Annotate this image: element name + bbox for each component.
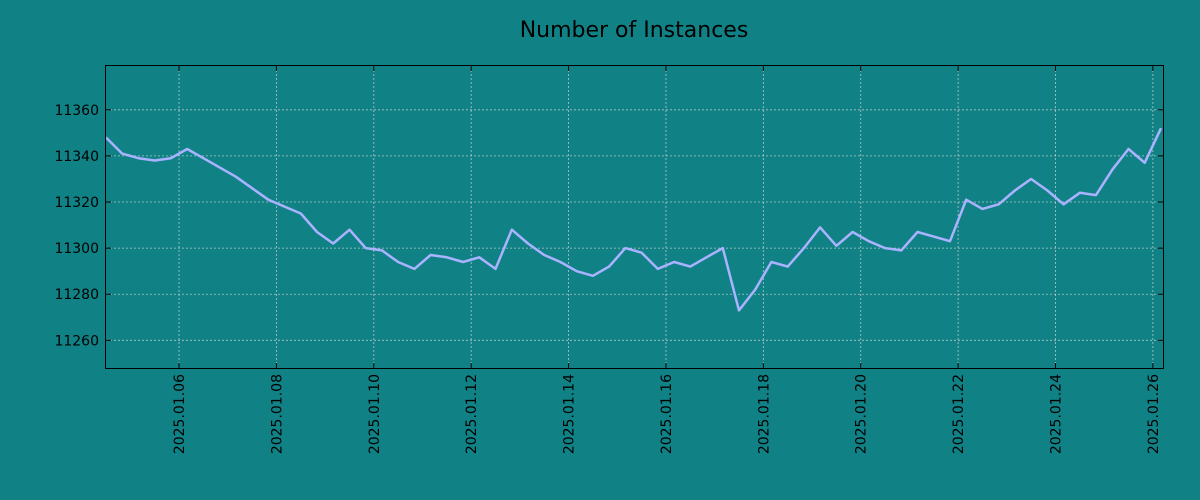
axis-ticks: 11260 11280 11300 11320 11340 11360 2025.01.06… <box>54 66 1163 454</box>
x-tick-label: 2025.01.10 <box>367 374 383 454</box>
y-tick-label: 11360 <box>54 103 99 119</box>
x-tick-label: 2025.01.16 <box>659 374 675 454</box>
x-tick-label: 2025.01.08 <box>269 374 285 454</box>
y-tick-label: 11300 <box>54 241 99 257</box>
y-tick-label: 11280 <box>54 287 99 303</box>
chart-title: Number of Instances <box>520 18 749 43</box>
x-tick-label: 2025.01.18 <box>756 374 772 454</box>
y-tick-label: 11320 <box>54 195 99 211</box>
x-tick-label: 2025.01.22 <box>951 374 967 454</box>
plot-frame <box>105 65 1164 369</box>
x-tick-label: 2025.01.12 <box>464 374 480 454</box>
y-tick-label: 11260 <box>54 333 99 349</box>
x-tick-label: 2025.01.06 <box>172 374 188 454</box>
series-line <box>105 127 1163 312</box>
x-tick-label: 2025.01.24 <box>1048 374 1064 454</box>
y-tick-label: 11340 <box>54 149 99 165</box>
x-tick-label: 2025.01.26 <box>1146 374 1162 454</box>
series-layer <box>105 127 1163 312</box>
x-tick-label: 2025.01.14 <box>562 374 578 454</box>
grid-lines <box>106 66 1163 368</box>
x-tick-label: 2025.01.20 <box>854 374 870 454</box>
